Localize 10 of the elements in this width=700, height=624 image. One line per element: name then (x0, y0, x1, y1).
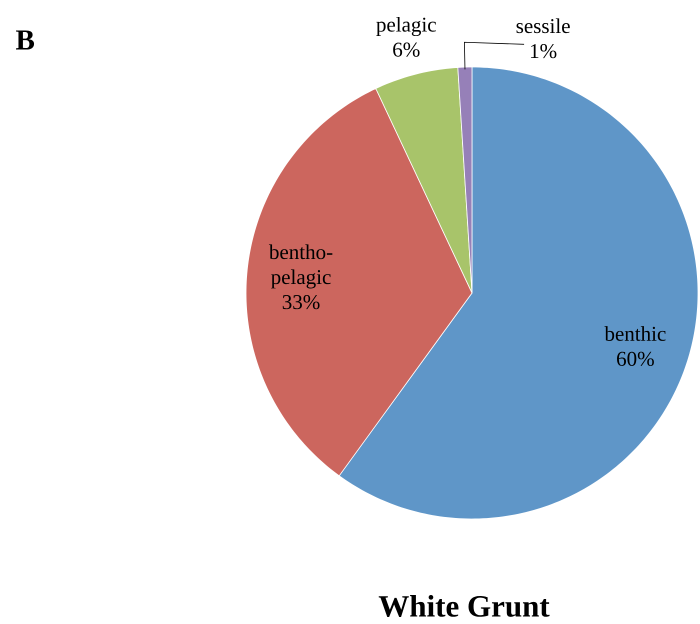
slice-label: bentho-pelagic (268, 244, 332, 288)
slice-label: pelagic (376, 16, 436, 36)
text: B (16, 30, 34, 50)
slice-label: sessile (516, 18, 570, 34)
data-label: 1% (530, 44, 556, 58)
text: White Grunt (378, 594, 550, 617)
slice-label: benthic (604, 326, 666, 341)
data-label: 33% (282, 294, 320, 310)
data-label: 6% (393, 42, 420, 57)
data-label: 60% (617, 352, 654, 366)
